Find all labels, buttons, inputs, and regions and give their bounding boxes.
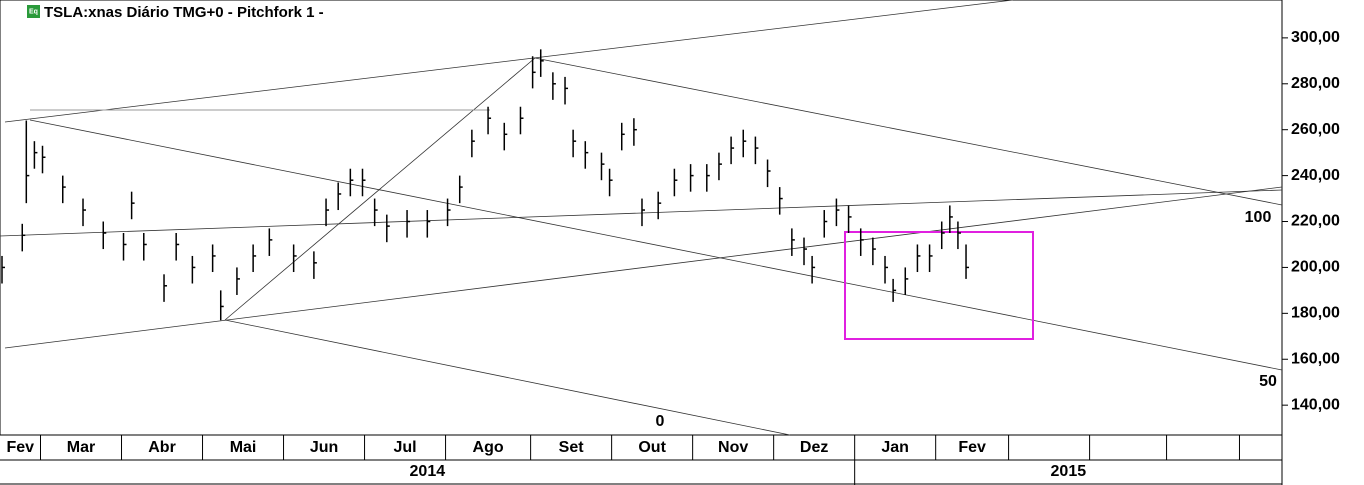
pitchfork: 100 50 0 <box>0 0 1283 436</box>
y-tick-label: 280,00 <box>1291 75 1340 92</box>
plot-area <box>0 0 1283 436</box>
pitchfork-level: 50 <box>1259 373 1277 390</box>
x-tick-label: Jun <box>310 439 338 456</box>
year-label: 2014 <box>410 463 446 480</box>
x-tick-label: Jan <box>881 439 909 456</box>
pitchfork-line <box>0 189 1283 237</box>
x-tick-label: Out <box>638 439 666 456</box>
x-tick-label: Jul <box>393 439 416 456</box>
y-tick-label: 200,00 <box>1291 259 1340 276</box>
y-tick-label: 140,00 <box>1291 396 1340 413</box>
x-tick-label: Dez <box>800 439 828 456</box>
x-tick-label: Nov <box>718 439 748 456</box>
pitchfork-line <box>224 57 536 321</box>
x-tick-label: Mar <box>67 439 95 456</box>
y-tick-label: 180,00 <box>1291 305 1340 322</box>
y-tick-label: 260,00 <box>1291 121 1340 138</box>
pitchfork-line <box>4 186 1283 349</box>
pitchfork-line <box>29 119 1283 371</box>
y-tick-label: 220,00 <box>1291 213 1340 230</box>
x-tick-label: Fev <box>958 439 986 456</box>
y-tick-label: 160,00 <box>1291 350 1340 367</box>
icon-label: Eq <box>29 8 38 15</box>
highlight-box <box>844 231 1034 340</box>
y-tick-label: 300,00 <box>1291 29 1340 46</box>
x-tick-label: Abr <box>148 439 176 456</box>
pitchfork-level: 0 <box>656 413 665 430</box>
year-label: 2015 <box>1051 463 1087 480</box>
x-tick-label: Set <box>559 439 585 456</box>
pitchfork-level: 100 <box>1245 209 1272 226</box>
pitchfork-line <box>4 0 1014 123</box>
icon <box>27 5 40 18</box>
pitchfork-line <box>224 319 791 436</box>
pitchfork-line <box>534 57 1283 206</box>
x-tick-label: Ago <box>473 439 504 456</box>
x-tick-label: Fev <box>6 439 34 456</box>
chart-title: TSLA:xnas Diário TMG+0 - Pitchfork 1 - <box>44 4 324 21</box>
x-tick-label: Mai <box>230 439 257 456</box>
y-tick-label: 240,00 <box>1291 167 1340 184</box>
